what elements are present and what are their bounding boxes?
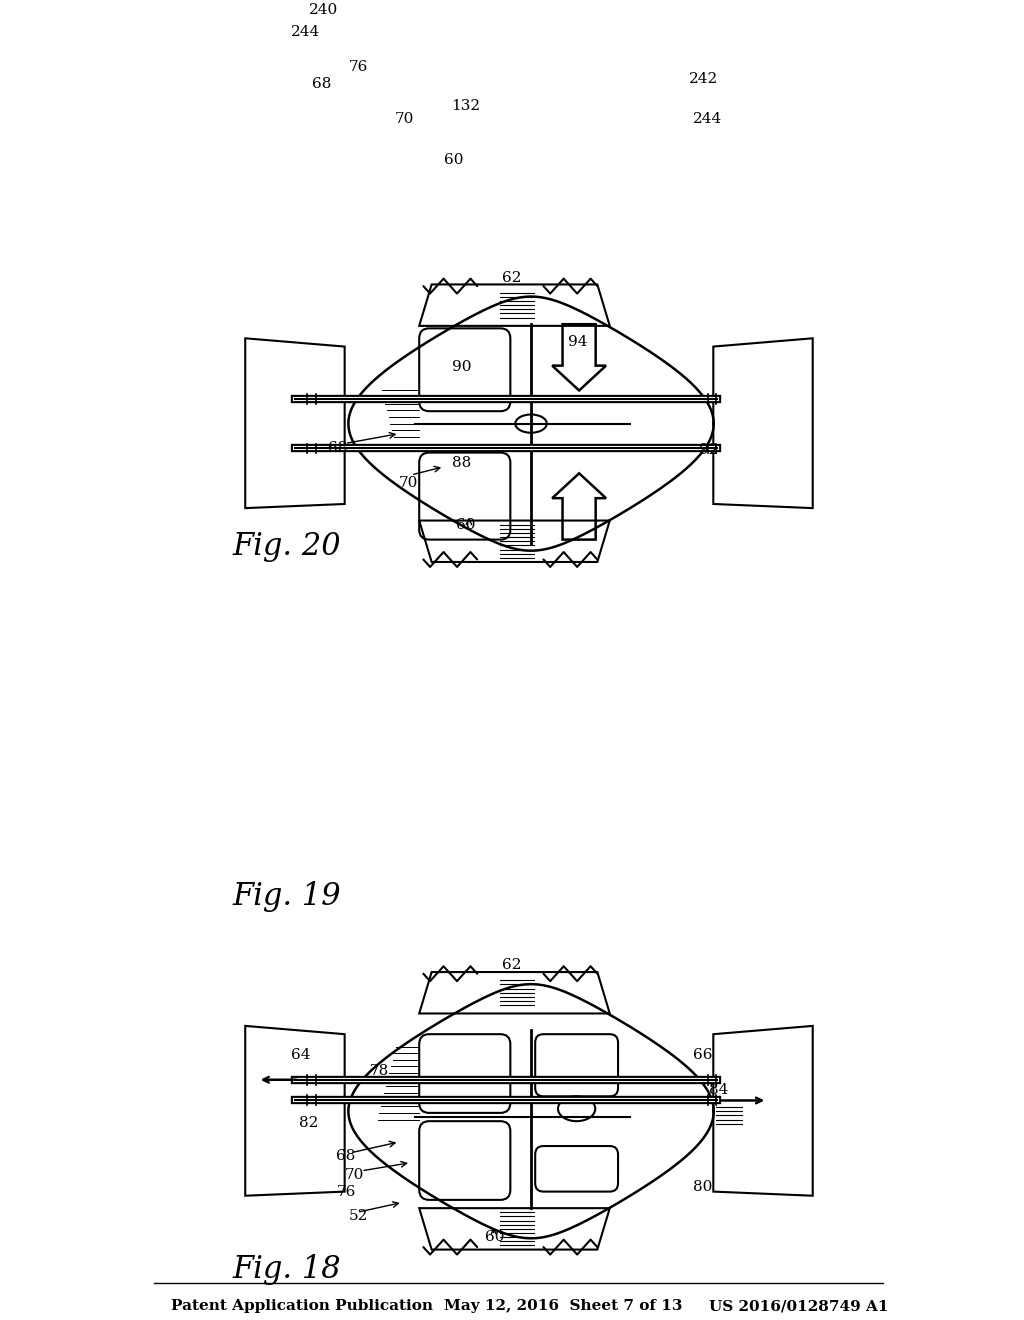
Text: 80: 80 xyxy=(692,1180,712,1195)
Text: 88: 88 xyxy=(453,455,472,470)
Text: 70: 70 xyxy=(394,112,414,125)
Text: 94: 94 xyxy=(568,335,588,350)
Text: 240: 240 xyxy=(309,3,338,17)
Text: 68: 68 xyxy=(328,441,347,455)
Text: 92: 92 xyxy=(699,444,719,457)
Text: 62: 62 xyxy=(502,958,521,973)
Text: 70: 70 xyxy=(398,477,418,490)
Text: May 12, 2016  Sheet 7 of 13: May 12, 2016 Sheet 7 of 13 xyxy=(444,1299,683,1313)
Text: US 2016/0128749 A1: US 2016/0128749 A1 xyxy=(710,1299,889,1313)
Text: 132: 132 xyxy=(451,99,480,114)
Text: 60: 60 xyxy=(457,517,476,532)
Text: 70: 70 xyxy=(345,1168,364,1181)
Text: 62: 62 xyxy=(502,271,521,285)
Text: 78: 78 xyxy=(370,1064,389,1078)
Text: 76: 76 xyxy=(336,1184,355,1199)
Text: 64: 64 xyxy=(291,1048,310,1061)
Text: 68: 68 xyxy=(336,1148,355,1163)
Text: 52: 52 xyxy=(349,1209,369,1224)
Text: 60: 60 xyxy=(444,153,464,168)
Text: Fig. 19: Fig. 19 xyxy=(232,880,341,912)
Text: 60: 60 xyxy=(485,1230,505,1245)
Text: 90: 90 xyxy=(453,360,472,375)
Text: 76: 76 xyxy=(349,61,369,74)
Text: 68: 68 xyxy=(311,77,331,91)
Text: Fig. 20: Fig. 20 xyxy=(232,532,341,562)
Text: 242: 242 xyxy=(688,73,718,86)
Text: 82: 82 xyxy=(299,1115,318,1130)
Text: Patent Application Publication: Patent Application Publication xyxy=(171,1299,433,1313)
Text: Fig. 18: Fig. 18 xyxy=(232,1254,341,1284)
Text: 244: 244 xyxy=(291,25,321,38)
Text: 244: 244 xyxy=(692,112,722,125)
Text: 66: 66 xyxy=(692,1048,712,1061)
Text: 84: 84 xyxy=(710,1082,728,1097)
